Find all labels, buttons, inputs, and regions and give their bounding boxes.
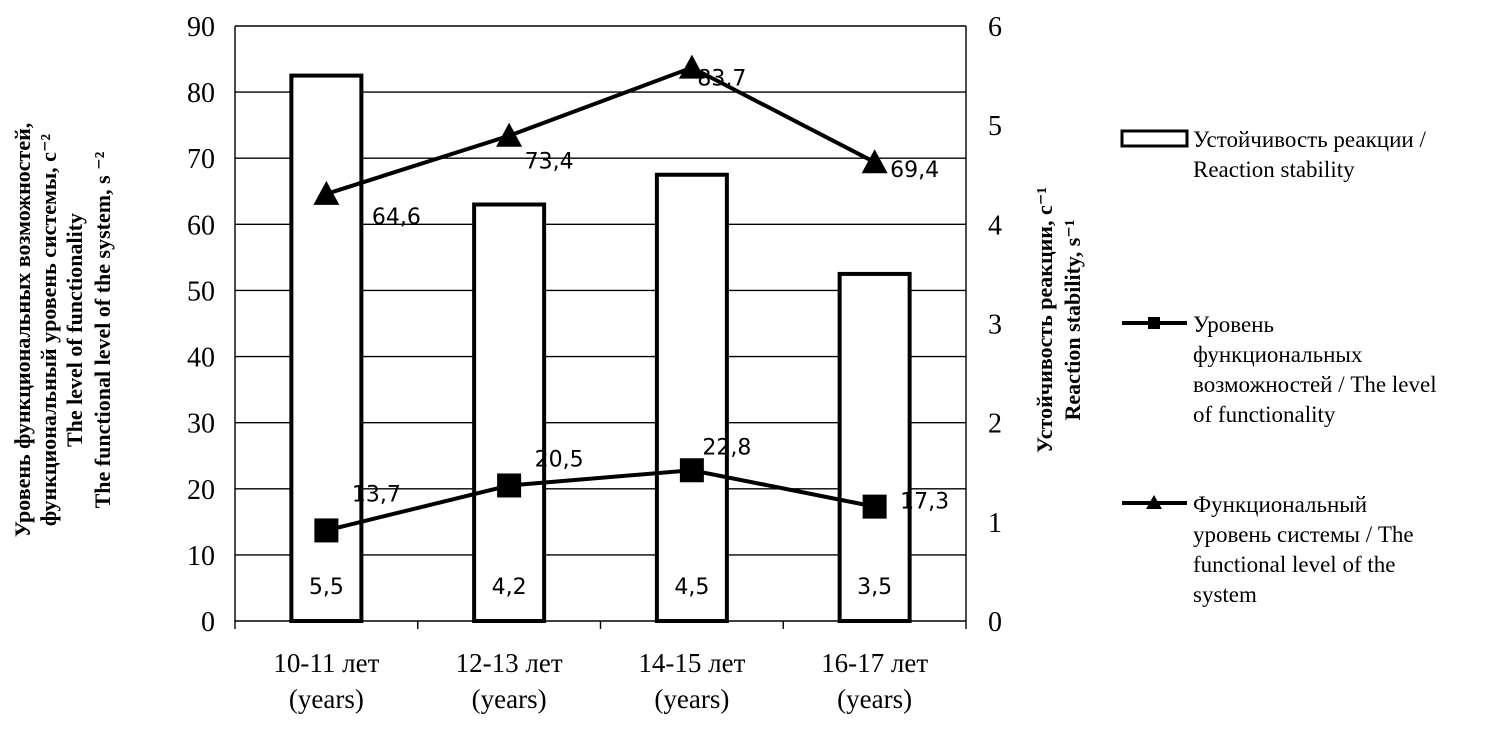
- right-tick-label: 4: [988, 210, 1002, 241]
- tick-labels: 0 10 20 30 40 50 60 70 80 90 0 1 2 3 4 5 6 10-11 лет (year…: [187, 12, 1002, 714]
- left-axis-title: The level of functionality: [62, 213, 87, 447]
- legend-label: функциональных: [1193, 342, 1363, 367]
- legend-label: возможностей / The level: [1193, 372, 1437, 397]
- axis-titles: Уровень функциональных возможностей, функ…: [10, 123, 1085, 538]
- square-marker: [314, 518, 339, 543]
- legend-triangle-marker: [1146, 495, 1162, 509]
- triangle-marker: [861, 149, 888, 174]
- left-tick-label: 20: [187, 475, 215, 506]
- legend-label: уровень системы / The: [1193, 522, 1414, 547]
- left-tick-label: 30: [187, 409, 215, 440]
- legend-label: Функциональный: [1193, 492, 1367, 517]
- axes: [234, 26, 967, 629]
- right-tick-label: 5: [988, 111, 1002, 142]
- bar-data-label: 5,5: [309, 575, 344, 600]
- right-tick-label: 6: [988, 12, 1002, 43]
- right-tick-label: 2: [988, 409, 1002, 440]
- series-line: [325, 65, 876, 196]
- square-marker: [679, 458, 704, 483]
- legend-label: Уровень: [1193, 312, 1274, 337]
- x-tick-label: (years): [472, 684, 547, 714]
- line-data-label: 64,6: [372, 205, 421, 230]
- line-data-label: 69,4: [890, 158, 939, 183]
- line-data-label: 73,4: [525, 150, 574, 175]
- legend-label: Reaction stability: [1193, 157, 1355, 182]
- right-axis-title: Reaction stability, s⁻¹: [1060, 220, 1085, 421]
- bar-data-label: 4,5: [674, 575, 709, 600]
- left-axis-title: Уровень функциональных возможностей,: [10, 123, 35, 538]
- x-tick-label: 10-11 лет: [273, 648, 379, 678]
- x-tick-label: (years): [289, 684, 364, 714]
- left-axis-title: The functional level of the system, s ⁻²: [90, 151, 115, 508]
- square-marker: [862, 494, 887, 519]
- legend-square-marker: [1148, 317, 1160, 329]
- bar-data-label: 3,5: [857, 575, 892, 600]
- bar-data-label: 4,2: [492, 575, 527, 600]
- line-data-label: 20,5: [535, 447, 584, 472]
- left-tick-label: 40: [187, 343, 215, 374]
- triangle-marker: [313, 180, 340, 205]
- right-tick-label: 1: [988, 508, 1002, 539]
- left-tick-label: 70: [187, 144, 215, 175]
- legend-label: of functionality: [1193, 402, 1336, 427]
- bar: [654, 172, 729, 623]
- right-tick-label: 3: [988, 310, 1002, 341]
- x-tick-label: (years): [837, 684, 912, 714]
- legend-label: Устойчивость реакции /: [1193, 127, 1426, 152]
- left-tick-label: 10: [187, 541, 215, 572]
- left-tick-label: 80: [187, 78, 215, 109]
- line-series: [313, 54, 888, 543]
- triangle-marker: [678, 54, 705, 79]
- legend-swatch-bar: [1120, 129, 1189, 148]
- right-tick-label: 0: [988, 607, 1002, 638]
- left-tick-label: 0: [201, 607, 215, 638]
- line-data-label: 22,8: [702, 435, 751, 460]
- line-data-label: 83,7: [697, 67, 746, 92]
- x-tick-label: 16-17 лет: [821, 648, 928, 678]
- bar-series-reaction-stability: [289, 73, 912, 624]
- bar: [472, 202, 547, 623]
- legend-label: functional level of the: [1193, 552, 1395, 577]
- x-tick-label: 12-13 лет: [456, 648, 563, 678]
- line-data-label: 13,7: [352, 482, 401, 507]
- square-marker: [497, 473, 522, 498]
- series-line: [325, 468, 876, 533]
- legend-label: system: [1193, 582, 1257, 607]
- left-tick-label: 50: [187, 276, 215, 307]
- left-axis-title: функциональный уровень системы, c⁻²: [36, 133, 61, 526]
- legend: Устойчивость реакции / Reaction stability…: [1120, 127, 1437, 607]
- bar: [837, 271, 912, 623]
- left-tick-label: 60: [187, 210, 215, 241]
- triangle-marker: [496, 122, 523, 147]
- right-axis-title: Устойчивость реакции, c⁻¹: [1032, 187, 1057, 453]
- x-tick-label: (years): [654, 684, 729, 714]
- data-labels: 5,5 4,2 4,5 3,5 13,7 20,5 22,8 17,3 64,6 73,4 83,7…: [309, 67, 949, 600]
- left-tick-label: 90: [187, 12, 215, 43]
- x-tick-label: 14-15 лет: [638, 648, 745, 678]
- line-data-label: 17,3: [900, 490, 949, 515]
